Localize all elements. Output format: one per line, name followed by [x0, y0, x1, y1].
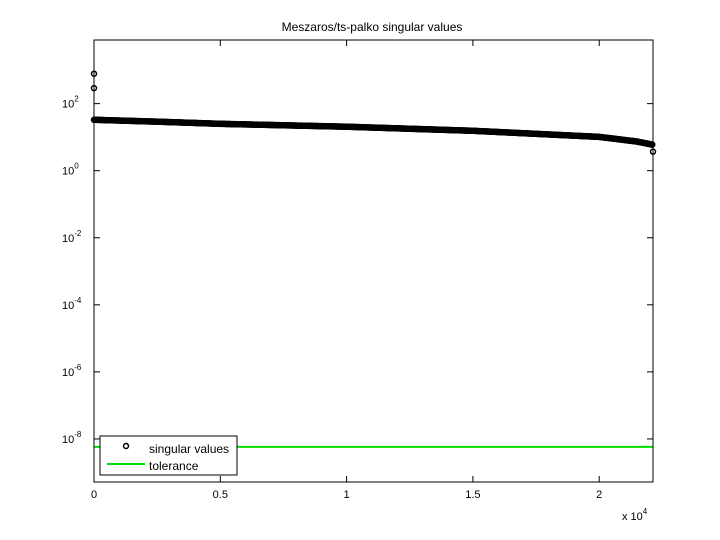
x-tick-label: 2: [596, 489, 602, 501]
legend-label-tolerance: tolerance: [149, 459, 199, 473]
x-tick-label: 0.5: [213, 489, 228, 501]
y-tick-label: 10-8: [62, 430, 82, 446]
y-tick-label: 100: [62, 162, 79, 178]
x-tick-label: 1.5: [465, 489, 480, 501]
y-tick-label: 102: [62, 95, 79, 111]
x-multiplier: x 104: [622, 507, 648, 523]
x-tick-label: 1: [344, 489, 350, 501]
x-tick-label: 0: [91, 489, 97, 501]
plot-frame: [93, 39, 654, 483]
chart-title: Meszaros/ts-palko singular values: [282, 20, 463, 34]
data-marks: [90, 70, 657, 155]
singular-value-point: [648, 141, 656, 148]
legend-box: [99, 435, 238, 476]
legend-marker-singular-values: [122, 442, 130, 450]
legend-label-singular-values: singular values: [149, 442, 229, 456]
y-tick-label: 10-2: [62, 229, 82, 245]
y-tick-label: 10-4: [62, 296, 82, 312]
axis-ticks: 0 0.5 1 1.5 2 102 100 10-2 10-4 10-6 10-8: [62, 40, 653, 501]
legend: singular values tolerance: [99, 435, 238, 476]
y-tick-label: 10-6: [62, 363, 82, 379]
